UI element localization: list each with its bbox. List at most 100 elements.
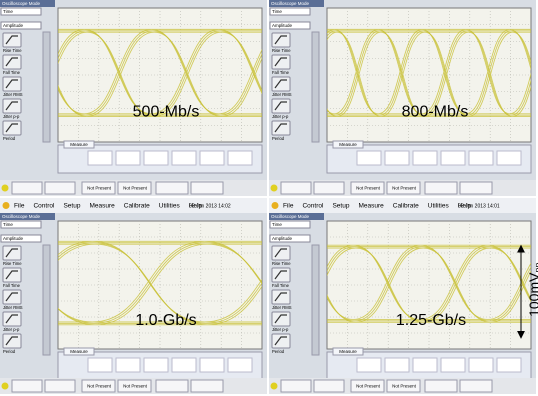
menu-item[interactable]: File — [14, 203, 25, 210]
measure-button[interactable] — [3, 77, 21, 91]
button-label: Period — [272, 136, 285, 141]
menu-item[interactable]: Control — [33, 203, 55, 210]
menu-item[interactable]: Utilities — [159, 203, 181, 210]
menu-item[interactable]: Utilities — [428, 203, 450, 210]
measure-button[interactable] — [3, 55, 21, 69]
annotation-text: 100mV — [526, 272, 538, 317]
data-rate-label: 1.0-Gb/s — [135, 312, 196, 329]
channel-button[interactable] — [45, 380, 75, 392]
channel-button[interactable] — [281, 380, 311, 392]
readout-cell — [172, 151, 196, 165]
menu-item[interactable]: Setup — [63, 203, 80, 210]
measure-button[interactable] — [3, 121, 21, 135]
time-label: Time — [3, 222, 13, 227]
measure-button[interactable] — [3, 99, 21, 113]
mode-title: Oscilloscope Mode — [2, 214, 41, 219]
measure-button[interactable] — [272, 55, 290, 69]
status-label: Not Present — [356, 186, 381, 191]
mode-title: Oscilloscope Mode — [2, 1, 41, 6]
menu-item[interactable]: Setup — [332, 203, 349, 210]
measure-tab-label: Measure — [339, 142, 357, 147]
measure-button[interactable] — [3, 268, 21, 282]
button-label: Rise Time — [272, 48, 291, 53]
mode-title: Oscilloscope Mode — [271, 214, 310, 219]
menu-item[interactable]: Calibrate — [124, 203, 150, 210]
menu-date: 03 Jan 2013 14:01 — [458, 203, 500, 209]
button-label: Period — [272, 349, 285, 354]
app-icon — [3, 202, 10, 209]
readout-cell — [228, 358, 252, 372]
page: Oscilloscope Mode Time Amplitude Rise Time F… — [0, 0, 538, 396]
scrollbar — [43, 32, 50, 142]
measure-tab-label: Measure — [70, 349, 88, 354]
app-icon — [272, 202, 279, 209]
readout-cell — [116, 151, 140, 165]
mode-title: Oscilloscope Mode — [271, 1, 310, 6]
readout-cell — [200, 151, 224, 165]
data-rate-label: 1.25-Gb/s — [396, 312, 466, 329]
measure-button[interactable] — [272, 290, 290, 304]
button-label: Period — [3, 136, 16, 141]
readout-cell — [385, 358, 409, 372]
time-label: Time — [272, 9, 282, 14]
trigger-button[interactable] — [460, 380, 492, 392]
timebase-button[interactable] — [425, 380, 457, 392]
button-label: Jitter RMS — [3, 305, 23, 310]
trigger-button[interactable] — [191, 182, 223, 194]
readout-cell — [441, 151, 465, 165]
measure-button[interactable] — [272, 246, 290, 260]
timebase-button[interactable] — [156, 182, 188, 194]
scrollbar — [312, 245, 319, 355]
amplitude-label: Amplitude — [3, 23, 24, 28]
measure-button[interactable] — [272, 77, 290, 91]
amplitude-label: Amplitude — [272, 23, 293, 28]
amplitude-label: Amplitude — [3, 236, 24, 241]
measure-button[interactable] — [3, 334, 21, 348]
timebase-button[interactable] — [156, 380, 188, 392]
channel-indicator — [271, 185, 278, 192]
readout-cell — [441, 358, 465, 372]
measure-button[interactable] — [3, 246, 21, 260]
channel-indicator — [271, 383, 278, 390]
button-label: Fall Time — [272, 70, 290, 75]
status-label: Not Present — [392, 186, 417, 191]
measure-button[interactable] — [3, 312, 21, 326]
menu-item[interactable]: Measure — [358, 203, 384, 210]
readout-cell — [88, 358, 112, 372]
channel-button[interactable] — [314, 380, 344, 392]
readout-cell — [144, 358, 168, 372]
readout-cell — [357, 151, 381, 165]
readout-cell — [413, 358, 437, 372]
channel-button[interactable] — [45, 182, 75, 194]
readout-cell — [144, 151, 168, 165]
button-label: Jitter RMS — [272, 92, 292, 97]
channel-button[interactable] — [12, 380, 42, 392]
measure-button[interactable] — [272, 268, 290, 282]
measure-button[interactable] — [272, 33, 290, 47]
channel-button[interactable] — [12, 182, 42, 194]
button-label: Jitter p-p — [3, 114, 20, 119]
timebase-button[interactable] — [425, 182, 457, 194]
measure-button[interactable] — [3, 33, 21, 47]
measure-button[interactable] — [272, 334, 290, 348]
measure-button[interactable] — [3, 290, 21, 304]
scrollbar — [43, 245, 50, 355]
readout-cell — [497, 151, 521, 165]
button-label: Jitter p-p — [272, 327, 289, 332]
channel-button[interactable] — [314, 182, 344, 194]
readout-cell — [385, 151, 409, 165]
menu-item[interactable]: File — [283, 203, 294, 210]
menu-item[interactable]: Measure — [89, 203, 115, 210]
menu-item[interactable]: Calibrate — [393, 203, 419, 210]
menu-item[interactable]: Control — [302, 203, 324, 210]
menu-date: 03 Jan 2013 14:02 — [189, 203, 231, 209]
trigger-button[interactable] — [460, 182, 492, 194]
measure-button[interactable] — [272, 312, 290, 326]
channel-button[interactable] — [281, 182, 311, 194]
readout-cell — [469, 151, 493, 165]
measure-button[interactable] — [272, 99, 290, 113]
button-label: Jitter RMS — [272, 305, 292, 310]
trigger-button[interactable] — [191, 380, 223, 392]
button-label: Jitter p-p — [3, 327, 20, 332]
measure-button[interactable] — [272, 121, 290, 135]
